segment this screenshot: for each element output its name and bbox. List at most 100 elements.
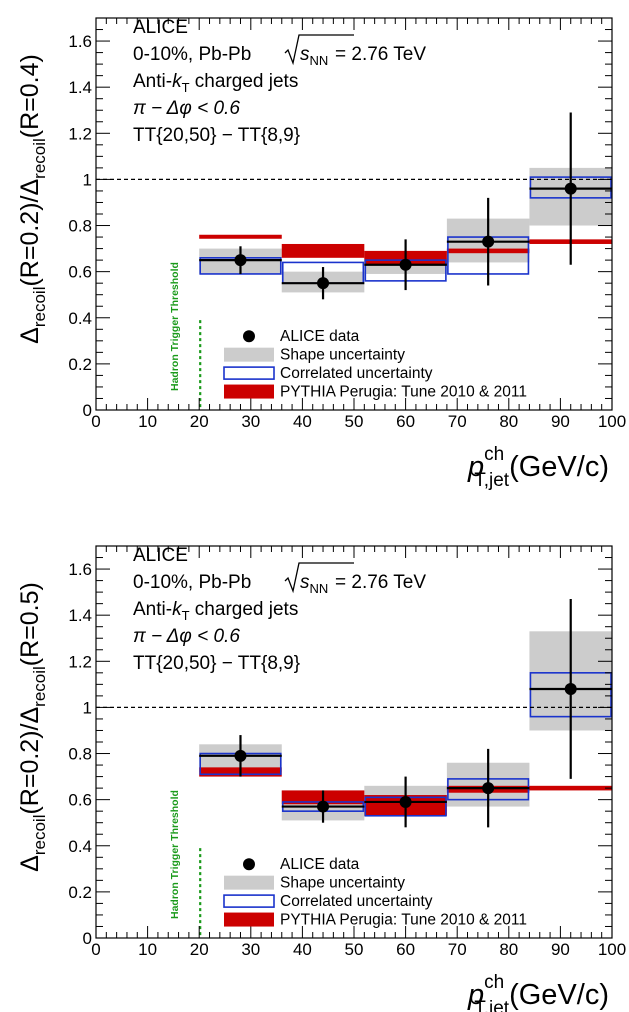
x-tick-label: 0 xyxy=(91,940,100,959)
x-tick-label: 60 xyxy=(396,412,415,431)
x-axis-title: pch T,jet(GeV/c) xyxy=(467,444,609,491)
y-title-num-sub: recoil xyxy=(30,287,49,328)
legend-marker-data xyxy=(243,330,255,343)
sqrt-s-subscript: NN xyxy=(310,581,329,596)
x-title-p: p xyxy=(467,979,484,1011)
x-tick-label: 20 xyxy=(190,940,209,959)
y-tick-label: 1 xyxy=(83,170,92,189)
y-tick-label: 0.8 xyxy=(68,745,92,764)
x-title-unit: (GeV/c) xyxy=(509,451,609,483)
jet-algorithm-prefix: Anti- xyxy=(133,599,172,620)
y-tick-label: 0.6 xyxy=(68,263,92,282)
legend-entry-shape: Shape uncertainty xyxy=(280,875,405,892)
pythia-band xyxy=(199,234,282,239)
y-title-delta: Δ xyxy=(16,855,44,872)
x-tick-label: 40 xyxy=(293,940,312,959)
y-tick-label: 0.6 xyxy=(68,791,92,810)
experiment-label: ALICE xyxy=(133,17,188,38)
x-tick-label: 100 xyxy=(598,940,626,959)
y-title-den-sub: recoil xyxy=(30,138,49,179)
y-title-delta-2: Δ xyxy=(16,707,44,724)
legend-marker-data xyxy=(243,858,255,871)
x-tick-label: 0 xyxy=(91,412,100,431)
legend-swatch-shape xyxy=(224,875,274,890)
x-tick-label: 20 xyxy=(190,412,209,431)
y-tick-label: 1.6 xyxy=(68,560,92,579)
y-tick-label: 0.2 xyxy=(68,883,92,902)
x-tick-label: 80 xyxy=(499,412,518,431)
y-title-delta: Δ xyxy=(16,327,44,344)
legend-swatch-pythia xyxy=(224,384,274,399)
threshold-label: Hadron Trigger Threshold xyxy=(169,790,181,919)
data-point xyxy=(317,800,330,813)
jet-type: charged jets xyxy=(190,71,299,92)
sqrt-symbol xyxy=(284,562,354,594)
collision-label: 0-10%, Pb-Pb xyxy=(133,44,251,65)
x-title-sub: T,jet xyxy=(474,470,510,491)
data-point xyxy=(399,258,412,271)
trigger-track-label: TT{20,50} − TT{8,9} xyxy=(133,653,300,674)
legend-swatch-pythia xyxy=(224,912,274,927)
x-title-sub: T,jet xyxy=(474,998,510,1012)
x-tick-label: 70 xyxy=(448,940,467,959)
y-tick-label: 1 xyxy=(83,698,92,717)
legend-entry-pythia: PYTHIA Perugia: Tune 2010 & 2011 xyxy=(280,384,527,401)
data-point xyxy=(564,682,577,695)
x-title-sup: ch xyxy=(484,972,504,993)
y-tick-label: 0 xyxy=(83,929,92,948)
data-point xyxy=(234,749,247,762)
y-tick-label: 1.4 xyxy=(68,78,92,97)
kt-symbol: k xyxy=(172,599,183,620)
x-axis-title: pch T,jet(GeV/c) xyxy=(467,972,609,1012)
x-tick-label: 90 xyxy=(551,412,570,431)
y-tick-label: 1.4 xyxy=(68,606,92,625)
y-tick-label: 0.4 xyxy=(68,837,92,856)
y-tick-label: 0 xyxy=(83,401,92,420)
legend-swatch-correlated xyxy=(223,366,275,380)
y-title-den-arg: (R=0.4) xyxy=(16,54,44,138)
y-tick-label: 1.6 xyxy=(68,32,92,51)
sqrt-s-symbol: s xyxy=(300,572,310,593)
jet-type: charged jets xyxy=(190,599,299,620)
data-point xyxy=(234,254,247,267)
phi-cut-label: π − Δφ < 0.6 xyxy=(133,626,240,647)
sqrt-s-symbol: s xyxy=(300,44,310,65)
y-title-den-arg: (R=0.5) xyxy=(16,582,44,666)
x-tick-label: 30 xyxy=(241,412,260,431)
phi-cut-label: π − Δφ < 0.6 xyxy=(133,98,240,119)
y-tick-label: 0.4 xyxy=(68,309,92,328)
x-tick-label: 50 xyxy=(345,412,364,431)
x-tick-label: 80 xyxy=(499,940,518,959)
x-title-p: p xyxy=(467,451,484,483)
data-point xyxy=(399,795,412,808)
y-tick-label: 1.2 xyxy=(68,652,92,671)
energy-label: = 2.76 TeV xyxy=(335,572,426,593)
y-title-num-arg: (R=0.2)/ xyxy=(16,723,44,814)
x-tick-label: 30 xyxy=(241,940,260,959)
x-tick-label: 60 xyxy=(396,940,415,959)
pythia-band xyxy=(529,785,612,791)
legend-swatch-correlated xyxy=(223,894,275,908)
legend-entry-data: ALICE data xyxy=(280,856,360,873)
collision-system: 0-10%, Pb-Pb xyxy=(133,572,251,593)
legend-swatch-shape xyxy=(224,347,274,362)
jet-algorithm-label: Anti-kT charged jets xyxy=(133,599,298,623)
y-tick-label: 0.2 xyxy=(68,355,92,374)
kt-subscript: T xyxy=(182,608,190,623)
legend-entry-correlated: Correlated uncertainty xyxy=(280,365,433,382)
x-tick-label: 50 xyxy=(345,940,364,959)
jet-algorithm-label: Anti-kT charged jets xyxy=(133,71,298,95)
pythia-band xyxy=(281,243,365,258)
jet-algorithm-prefix: Anti- xyxy=(133,71,172,92)
collision-label: 0-10%, Pb-Pb xyxy=(133,572,251,593)
y-title-den-sub: recoil xyxy=(30,666,49,707)
legend-entry-shape: Shape uncertainty xyxy=(280,347,405,364)
sqrt-s-label: sNN xyxy=(300,572,328,596)
threshold-label: Hadron Trigger Threshold xyxy=(169,262,181,391)
x-tick-label: 100 xyxy=(598,412,626,431)
x-tick-label: 70 xyxy=(448,412,467,431)
data-point xyxy=(564,182,577,195)
x-title-unit: (GeV/c) xyxy=(509,979,609,1011)
